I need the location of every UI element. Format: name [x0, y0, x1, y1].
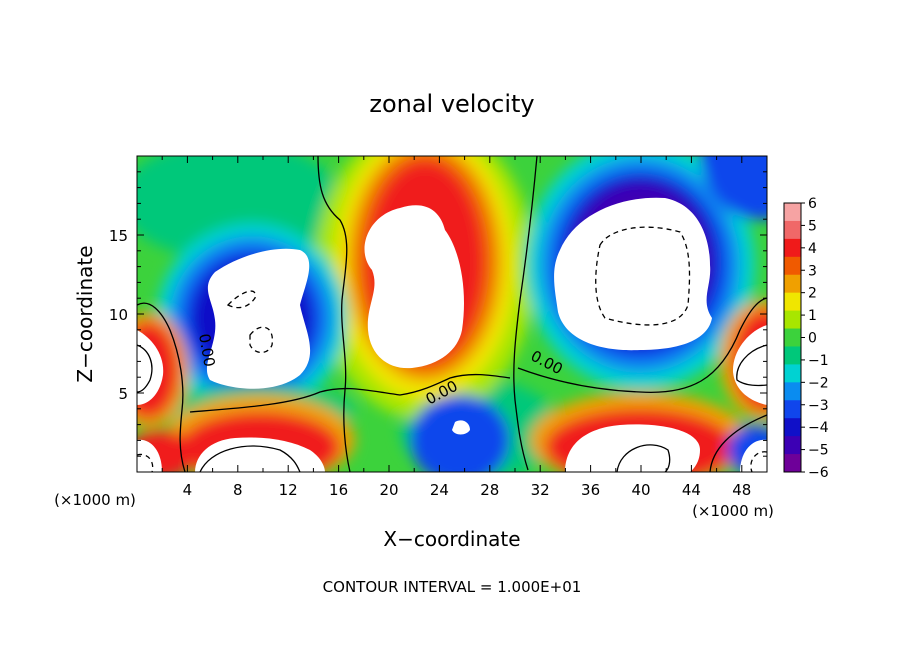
colorbar-swatch [784, 418, 801, 437]
x-tick-label: 12 [279, 481, 298, 499]
colorbar-swatch [784, 256, 801, 276]
colorbar-tick-label: 3 [808, 263, 817, 279]
colorbar-swatch [784, 328, 801, 347]
y-tick-label: 15 [109, 227, 128, 245]
colorbar-tick-label: 4 [808, 241, 817, 257]
colorbar-swatch [784, 292, 801, 312]
colorbar-swatch [784, 346, 801, 365]
colorbar-tick-label: −1 [808, 353, 829, 369]
x-tick-label: 4 [183, 481, 193, 499]
y-tick-label: 5 [118, 385, 128, 403]
contour-line-negative [249, 326, 273, 354]
x-unit-label-left: (×1000 m) [54, 491, 136, 509]
x-unit-label-right: (×1000 m) [692, 502, 774, 520]
colorbar-tick-label: 1 [808, 308, 817, 324]
x-tick-label: 16 [329, 481, 348, 499]
plot-area: 0.00 0.00 0.00 [137, 156, 767, 472]
contour-line-negative [137, 453, 154, 472]
colorbar: 6 5 4 3 2 1 0 −1 −2 −3 −4 −5 −6 [784, 196, 829, 481]
out-of-range-region [195, 437, 325, 472]
x-axis-label: X−coordinate [383, 527, 520, 551]
x-tick-label: 32 [531, 481, 550, 499]
out-of-range-region [206, 248, 311, 389]
y-tick-label: 10 [109, 306, 128, 324]
colorbar-swatch [784, 364, 801, 383]
colorbar-swatch [784, 203, 801, 222]
contour-line-zero [189, 373, 511, 413]
x-tick-label: 44 [682, 481, 701, 499]
contour-line-positive [137, 344, 153, 393]
out-of-range-region [137, 439, 162, 472]
colorbar-tick-label: −3 [808, 398, 829, 414]
x-tick-label: 36 [581, 481, 600, 499]
colorbar-tick-label: 0 [808, 331, 817, 347]
contour-line-negative [226, 290, 256, 309]
out-of-range-region [554, 197, 712, 351]
contour-line-positive [199, 445, 301, 472]
x-tick-label: 8 [233, 481, 243, 499]
contour-line-zero [137, 302, 186, 472]
contour-line-zero [317, 156, 351, 472]
colorbar-swatch [784, 220, 801, 240]
out-of-range-region [364, 205, 465, 369]
x-tick-label: 28 [480, 481, 499, 499]
x-tick-label: 20 [379, 481, 398, 499]
y-tick-labels: 5 10 15 [109, 227, 128, 403]
x-tick-label: 48 [732, 481, 751, 499]
contour-label: 0.00 [195, 332, 219, 368]
out-of-range-region [740, 439, 767, 472]
contour-line-zero [513, 156, 538, 471]
colorbar-frame [783, 202, 802, 473]
axis-ticks [137, 156, 767, 472]
colorbar-tick-label: −4 [808, 420, 829, 436]
colorbar-tick-label: −5 [808, 443, 829, 459]
field-region [700, 156, 767, 220]
colorbar-swatch [784, 400, 801, 419]
y-axis-label: Z−coordinate [73, 245, 97, 382]
x-tick-label: 40 [631, 481, 650, 499]
colorbar-swatch [784, 436, 801, 455]
colorbar-swatch [784, 238, 801, 258]
out-of-range-region [452, 420, 470, 435]
colorbar-tick-label: −2 [808, 375, 829, 391]
out-of-range-region [565, 424, 700, 472]
velocity-field: 0.00 0.00 0.00 [137, 156, 767, 472]
x-tick-labels: 4 8 12 16 20 24 28 32 36 40 44 48 [183, 481, 752, 499]
x-tick-label: 24 [430, 481, 449, 499]
colorbar-swatch [784, 454, 801, 473]
colorbar-swatch [784, 382, 801, 401]
contour-line-zero [517, 297, 767, 394]
colorbar-tick-label: −6 [808, 465, 829, 481]
contour-line-positive [736, 344, 767, 387]
contour-line-positive [616, 444, 671, 472]
colorbar-tick-label: 5 [808, 218, 817, 234]
out-of-range-regions [137, 197, 767, 472]
colorbar-tick-label: 6 [808, 196, 817, 212]
colorbar-tick-label: 2 [808, 286, 817, 302]
contour-interval-note: CONTOUR INTERVAL = 1.000E+01 [323, 578, 582, 596]
contour-lines [137, 156, 767, 472]
chart-title: zonal velocity [369, 90, 534, 118]
colorbar-swatch [784, 310, 801, 330]
contour-line-negative [750, 451, 767, 472]
colorbar-swatch [784, 274, 801, 294]
contour-line-zero [709, 414, 767, 472]
